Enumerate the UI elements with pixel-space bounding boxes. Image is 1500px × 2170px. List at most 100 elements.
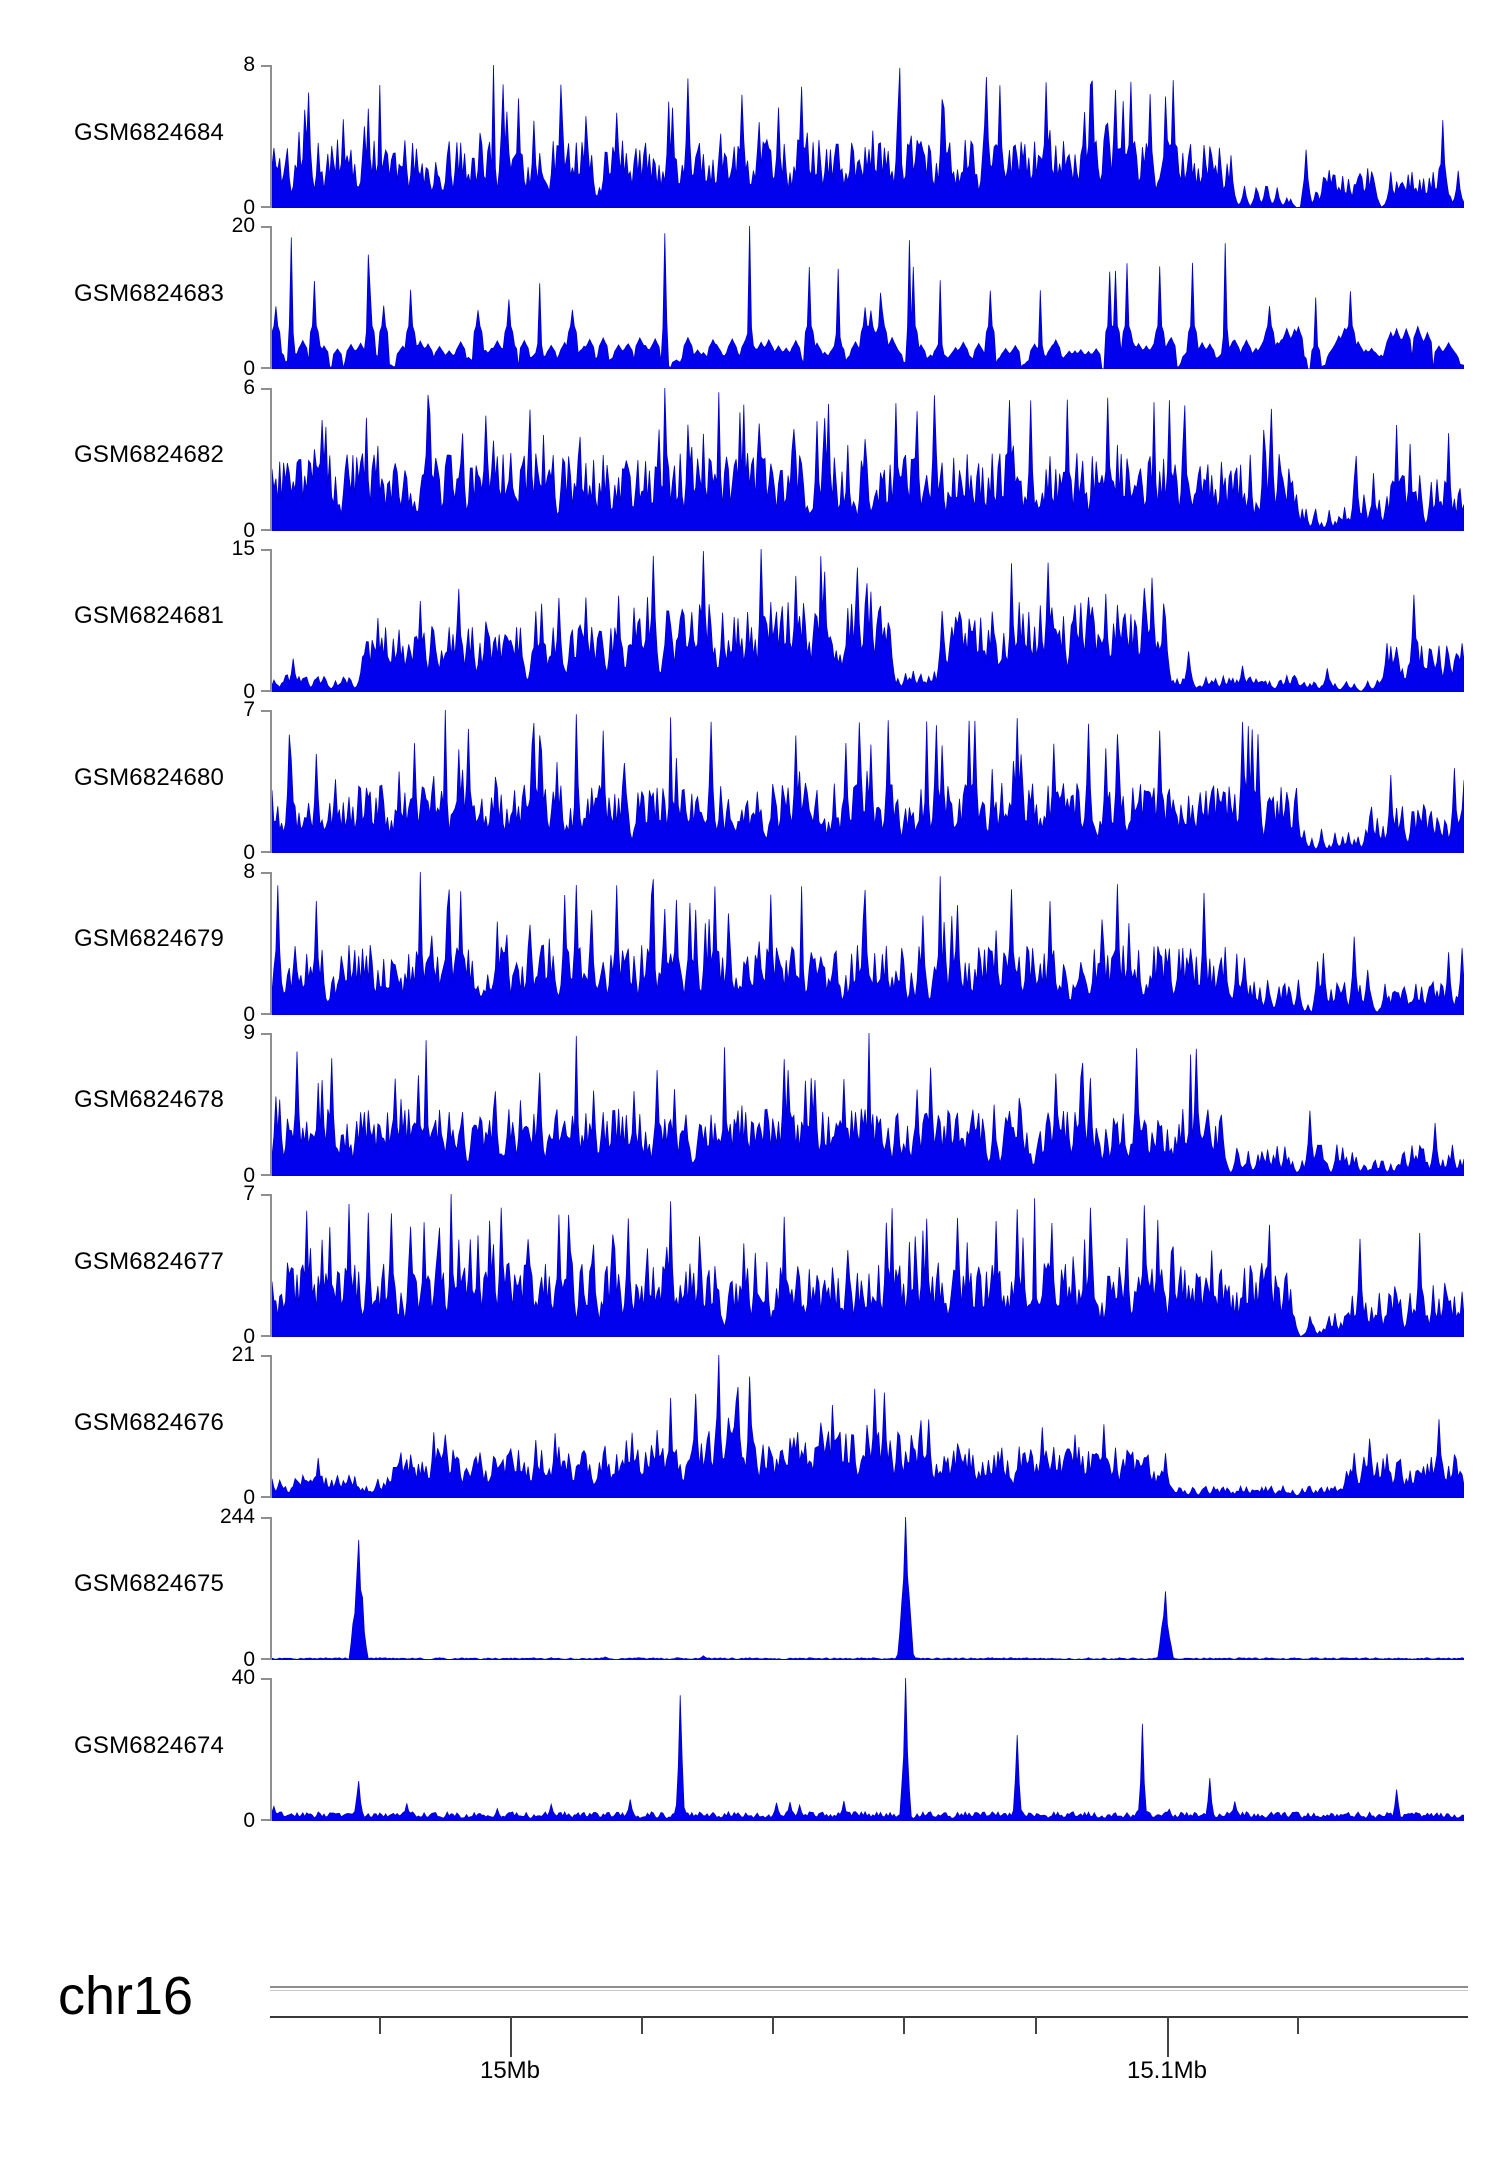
signal-area-chart [272,226,1464,370]
track-row: GSM6824678 9 0 [0,1021,1500,1187]
y-axis-tick-top [261,710,270,713]
y-axis-line [270,65,272,208]
signal-area-chart [272,1678,1464,1821]
y-axis-zero-label: 0 [243,1325,255,1349]
genome-axis-minor-tick [903,2016,905,2034]
signal-area-path [272,387,1464,531]
track-label: GSM6824683 [74,279,225,307]
track-row: GSM6824674 40 0 [0,1666,1500,1832]
signal-area-chart [272,710,1464,854]
chromosome-label: chr16 [58,1966,194,2026]
y-axis-line [270,871,272,1015]
y-axis-max-label: 244 [219,1504,255,1528]
y-axis-tick-bottom [261,1173,270,1176]
y-axis-max-label: 7 [243,698,255,722]
track-row: GSM6824675 244 0 [0,1505,1500,1671]
y-axis-tick-bottom [261,1335,270,1338]
track-label: GSM6824678 [74,1086,225,1114]
track-row: GSM6824681 15 0 [0,537,1500,703]
y-axis-zero-label: 0 [243,1809,255,1832]
track-row: GSM6824676 21 0 [0,1343,1500,1509]
track-row: GSM6824680 7 0 [0,698,1500,864]
y-axis-line [270,1516,272,1660]
chromosome-line-shadow [270,1989,1468,1991]
y-axis-line [270,548,272,692]
track-label: GSM6824675 [74,1570,225,1598]
y-axis-tick-top [261,871,270,874]
signal-area-path [272,1032,1464,1176]
track-label: GSM6824674 [74,1731,225,1759]
y-axis-tick-top [261,65,270,67]
y-axis-tick-top [261,1194,270,1197]
signal-area-chart [272,548,1464,692]
genome-axis-minor-tick [1035,2016,1037,2034]
y-axis-line [270,1355,272,1499]
genome-axis-tick-label: 15Mb [479,2057,541,2084]
signal-area-chart [272,387,1464,531]
signal-area-path [272,1516,1464,1660]
track-label: GSM6824680 [74,763,225,791]
track-label: GSM6824679 [74,925,225,952]
genome-axis-major-tick [510,2016,512,2057]
y-axis-zero-label: 0 [243,1647,255,1671]
signal-area-chart [272,1355,1464,1499]
y-axis-tick-bottom [261,367,270,370]
y-axis-max-label: 21 [231,1343,255,1367]
track-row: GSM6824677 7 0 [0,1182,1500,1348]
y-axis-line [270,710,272,854]
y-axis-max-label: 9 [243,1020,255,1044]
y-axis-tick-top [261,1678,270,1680]
y-axis-tick-top [261,1032,270,1035]
genome-axis-minor-tick [641,2016,643,2034]
track-label: GSM6824682 [74,441,225,469]
y-axis-tick-bottom [261,1012,270,1015]
genome-axis-major-tick [1167,2016,1169,2057]
y-axis-tick-bottom [261,528,270,531]
signal-area-path [272,65,1464,208]
signal-area-chart [272,1516,1464,1660]
signal-area-path [272,1678,1464,1821]
track-row: GSM6824684 8 0 [0,53,1500,219]
signal-area-path [272,1355,1464,1499]
track-row: GSM6824679 8 0 [0,860,1500,1026]
signal-area-path [272,226,1464,370]
y-axis-zero-label: 0 [243,679,255,703]
genome-axis-minor-tick [772,2016,774,2034]
track-label: GSM6824684 [74,118,225,146]
y-axis-line [270,387,272,531]
y-axis-line [270,1194,272,1338]
y-axis-max-label: 8 [243,859,255,883]
signal-area-path [272,548,1464,692]
y-axis-max-label: 40 [231,1666,255,1689]
signal-area-chart [272,1194,1464,1338]
y-axis-tick-bottom [261,206,270,208]
y-axis-max-label: 15 [231,536,255,560]
signal-area-chart [272,1032,1464,1176]
y-axis-max-label: 6 [243,375,255,399]
track-label: GSM6824676 [74,1408,225,1436]
track-row: GSM6824683 20 0 [0,214,1500,380]
y-axis-tick-bottom [261,1657,270,1660]
genome-axis-minor-tick [379,2016,381,2034]
y-axis-zero-label: 0 [243,1163,255,1187]
track-label: GSM6824677 [74,1247,225,1275]
y-axis-tick-bottom [261,689,270,692]
y-axis-tick-bottom [261,1819,270,1821]
genome-axis-minor-tick [1297,2016,1299,2034]
y-axis-max-label: 20 [231,214,255,238]
signal-area-path [272,710,1464,854]
y-axis-tick-top [261,387,270,390]
y-axis-zero-label: 0 [243,1486,255,1510]
y-axis-line [270,226,272,370]
y-axis-zero-label: 0 [243,196,255,219]
genome-axis-line [270,2016,1468,2018]
y-axis-zero-label: 0 [243,518,255,542]
track-row: GSM6824682 6 0 [0,376,1500,542]
y-axis-line [270,1032,272,1176]
signal-area-chart [272,65,1464,208]
signal-area-chart [272,871,1464,1015]
y-axis-max-label: 8 [243,53,255,76]
y-axis-tick-bottom [261,851,270,854]
y-axis-zero-label: 0 [243,1002,255,1026]
